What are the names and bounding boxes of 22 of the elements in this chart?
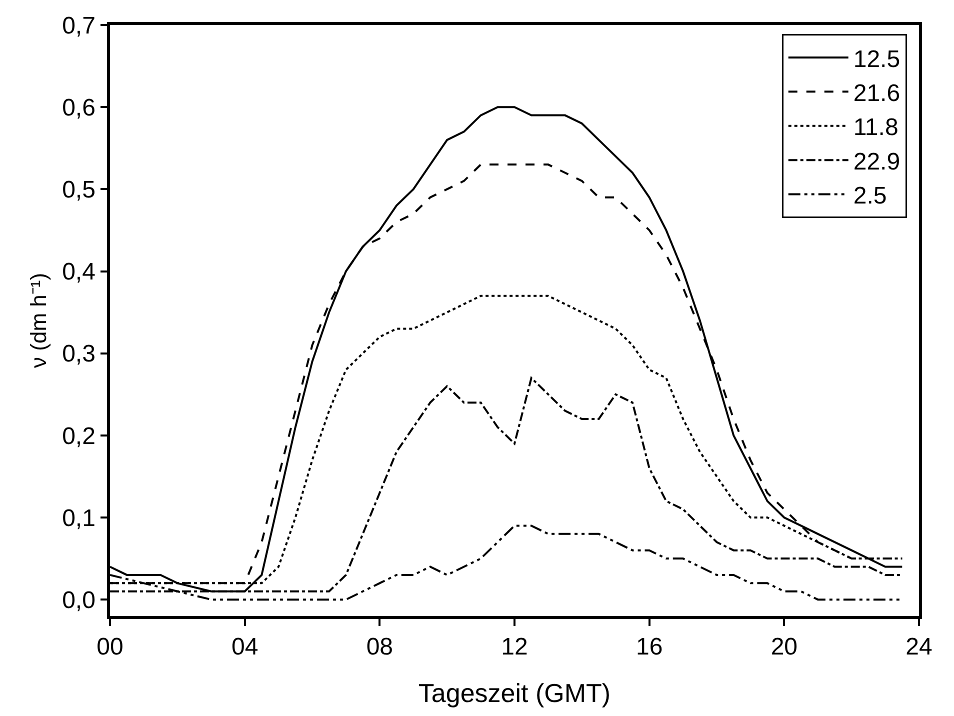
x-tick-label: 08	[366, 634, 394, 661]
x-tick-label: 00	[96, 634, 124, 661]
y-tick-label: 0,7	[62, 12, 96, 40]
y-tick-label: 0,1	[62, 504, 96, 532]
legend-label: 11.8	[853, 114, 898, 142]
y-tick-label: 0,3	[62, 340, 96, 368]
y-tick-label: 0,6	[62, 94, 96, 122]
legend-label: 2.5	[853, 182, 887, 210]
y-tick-label: 0,2	[62, 422, 96, 450]
x-tick-label: 04	[231, 634, 258, 661]
legend-label: 21.6	[853, 80, 900, 108]
legend-label: 12.5	[853, 46, 900, 73]
y-tick-label: 0,0	[62, 586, 96, 614]
x-tick-label: 20	[770, 634, 798, 661]
y-axis-title: ν (dm h⁻¹)	[26, 273, 51, 368]
x-tick-label: 12	[501, 634, 528, 661]
y-tick-label: 0,5	[62, 176, 96, 204]
x-tick-label: 24	[906, 634, 932, 661]
y-tick-label: 0,4	[62, 258, 96, 286]
x-tick-label: 16	[636, 634, 663, 661]
x-axis-title: Tageszeit (GMT)	[418, 678, 611, 708]
legend-label: 22.9	[853, 148, 900, 176]
